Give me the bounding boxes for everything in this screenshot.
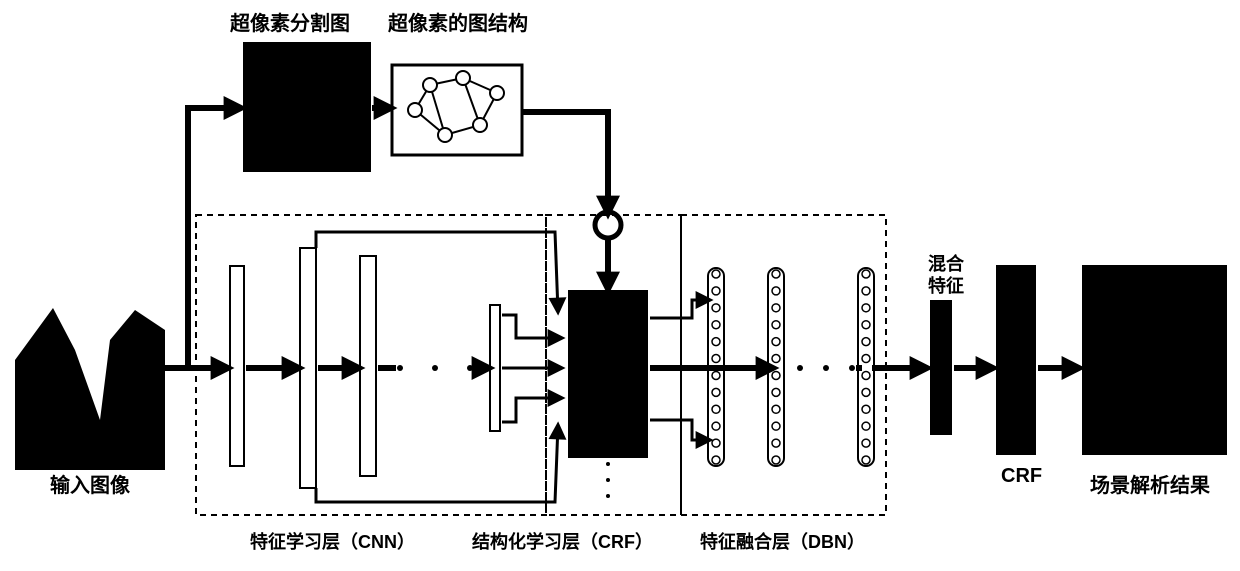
mixed-feature-block (930, 300, 952, 435)
dbn-dot (772, 304, 780, 312)
dbn-dot (712, 371, 720, 379)
graph-node (438, 128, 452, 142)
label: 特征 (928, 275, 964, 296)
label: 结构化学习层（CRF） (472, 531, 653, 552)
dbn-dot (712, 287, 720, 295)
dbn-dot (862, 304, 870, 312)
dbn-dot (772, 338, 780, 346)
cnn-layer-bar (230, 266, 244, 466)
ellipsis-dot (397, 365, 403, 371)
dbn-dot (772, 321, 780, 329)
dbn-dot (712, 422, 720, 430)
dbn-dot (712, 388, 720, 396)
dbn-dot (772, 287, 780, 295)
dbn-dot (772, 388, 780, 396)
cnn-layer-bar (300, 248, 316, 488)
cnn-layer-bar (360, 256, 376, 476)
ellipsis-dot (606, 462, 610, 466)
graph-node (473, 118, 487, 132)
dbn-dot (772, 371, 780, 379)
output-block (1082, 265, 1227, 455)
dbn-dot (712, 439, 720, 447)
dbn-dot (772, 456, 780, 464)
label: CRF (1001, 465, 1042, 487)
dbn-dot (712, 270, 720, 278)
dbn-dot (862, 388, 870, 396)
dbn-dot (862, 405, 870, 413)
dbn-dot (772, 355, 780, 363)
ellipsis-dot (467, 365, 473, 371)
graph-node (423, 78, 437, 92)
graph-node (456, 71, 470, 85)
dbn-dot (712, 321, 720, 329)
label: 超像素的图结构 (387, 11, 528, 35)
label: 超像素分割图 (229, 11, 350, 35)
ellipsis-dot (849, 365, 855, 371)
ellipsis-dot (606, 478, 610, 482)
dbn-dot (862, 422, 870, 430)
dbn-dot (862, 355, 870, 363)
dbn-dot (712, 456, 720, 464)
ellipsis-dot (797, 365, 803, 371)
label: 场景解析结果 (1090, 473, 1210, 497)
label: 特征融合层（DBN） (700, 531, 865, 552)
ellipsis-dot (823, 365, 829, 371)
label: 特征学习层（CNN） (250, 531, 415, 552)
dbn-dot (712, 338, 720, 346)
graph-node (490, 86, 504, 100)
dbn-dot (772, 405, 780, 413)
label: 混合 (928, 253, 965, 274)
dbn-dot (712, 355, 720, 363)
dbn-dot (862, 321, 870, 329)
dbn-dot (862, 456, 870, 464)
label: 输入图像 (50, 473, 131, 497)
crf-module-block (996, 265, 1036, 455)
dbn-dot (712, 405, 720, 413)
ellipsis-dot (432, 365, 438, 371)
dbn-dot (712, 304, 720, 312)
dbn-dot (862, 338, 870, 346)
crf-block (568, 290, 648, 458)
ellipsis-dot (606, 494, 610, 498)
dbn-dot (862, 371, 870, 379)
dbn-dot (862, 439, 870, 447)
dbn-dot (772, 439, 780, 447)
dbn-dot (862, 287, 870, 295)
dbn-dot (772, 422, 780, 430)
cnn-layer-bar (490, 305, 500, 431)
graph-node (408, 103, 422, 117)
superpixel-block (243, 42, 371, 172)
dbn-dot (862, 270, 870, 278)
dbn-dot (772, 270, 780, 278)
